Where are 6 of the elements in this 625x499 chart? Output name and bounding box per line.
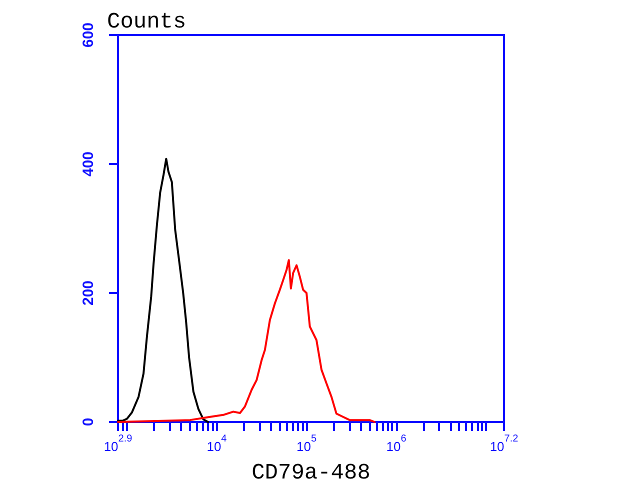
y-tick-label: 400 [80,151,97,177]
y-tick-label: 200 [80,280,97,306]
x-axis-title: CD79a-488 [252,460,370,486]
y-tick-label: 0 [80,418,97,426]
y-axis-title: Counts [107,10,186,34]
y-tick-label: 600 [80,22,97,48]
